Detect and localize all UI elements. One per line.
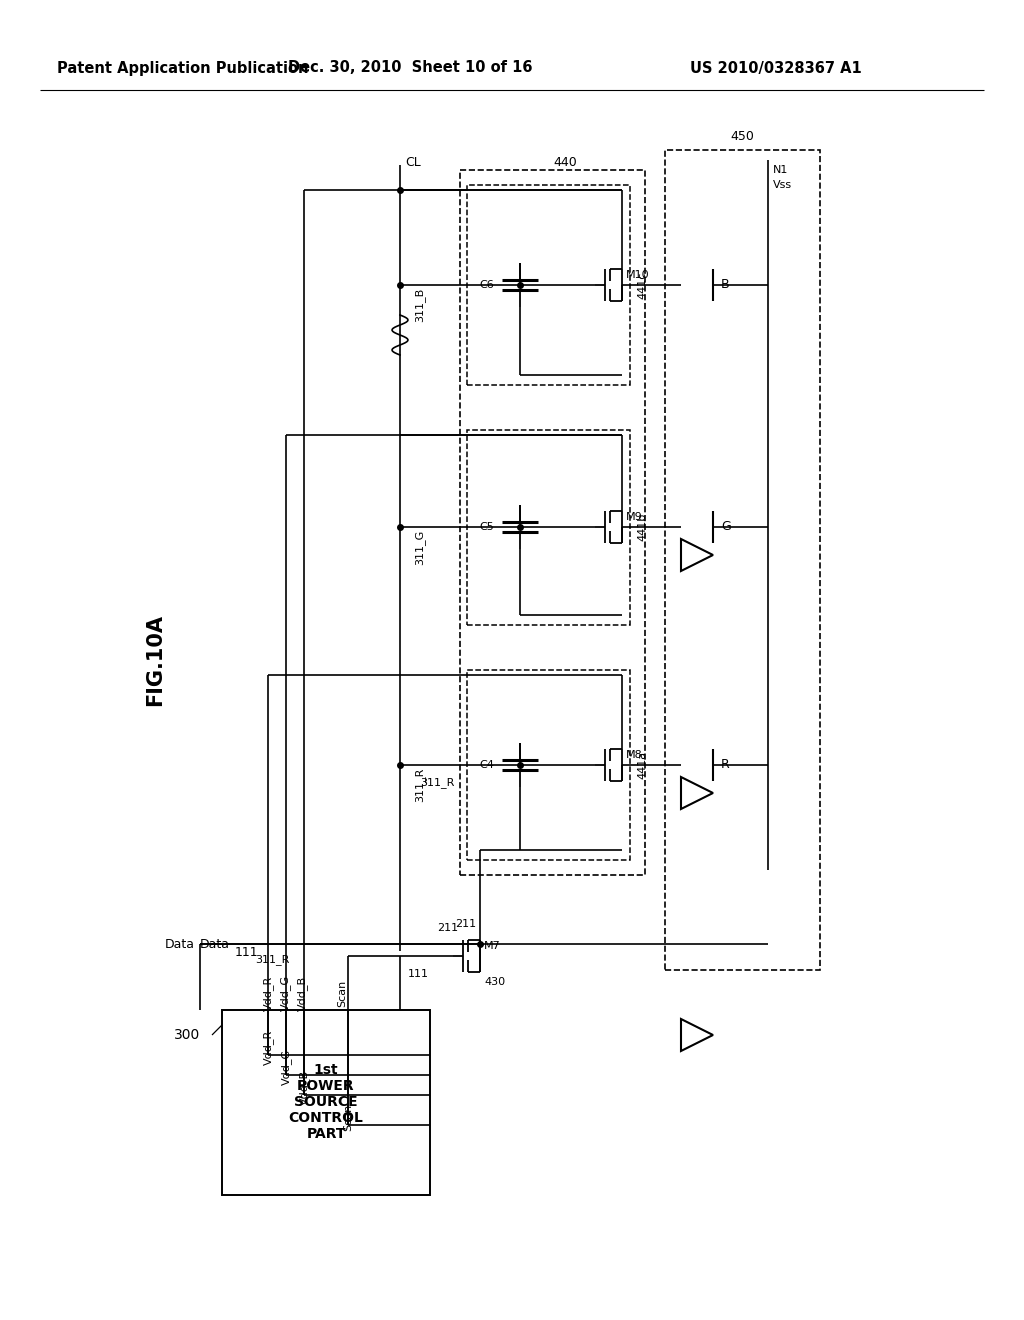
Text: 1st
POWER
SOURCE
CONTROL
PART: 1st POWER SOURCE CONTROL PART (289, 1063, 364, 1142)
Text: 441a: 441a (637, 751, 647, 779)
Text: M9: M9 (626, 512, 643, 521)
Bar (467, 671, 630, 861)
Text: 450: 450 (730, 131, 754, 144)
Text: 311_B: 311_B (415, 288, 425, 322)
Text: Scan: Scan (343, 1104, 353, 1131)
Text: 440: 440 (553, 157, 577, 169)
Text: Scan: Scan (337, 979, 347, 1007)
Text: C4: C4 (479, 760, 494, 770)
Text: Dec. 30, 2010  Sheet 10 of 16: Dec. 30, 2010 Sheet 10 of 16 (288, 61, 532, 75)
Text: 430: 430 (484, 977, 505, 987)
Text: Vdd_G: Vdd_G (281, 1049, 292, 1085)
Text: Data: Data (165, 937, 195, 950)
Bar (460, 170, 645, 875)
Text: 311_R: 311_R (415, 768, 425, 803)
Bar (467, 185, 630, 385)
Text: Vdd_B: Vdd_B (299, 1069, 309, 1105)
Text: M7: M7 (484, 941, 501, 950)
Text: Data: Data (200, 937, 230, 950)
Text: Vdd_R: Vdd_R (262, 1030, 273, 1065)
Text: G: G (721, 520, 731, 533)
Text: C5: C5 (479, 521, 494, 532)
Bar (467, 430, 630, 624)
Bar (222, 1010, 430, 1195)
Text: US 2010/0328367 A1: US 2010/0328367 A1 (690, 61, 862, 75)
Text: N1: N1 (773, 165, 788, 176)
Text: FIG.10A: FIG.10A (145, 614, 165, 706)
Text: 211: 211 (455, 919, 476, 929)
Text: 441b: 441b (637, 513, 647, 541)
Text: M8: M8 (626, 750, 643, 760)
Text: Vdd_B: Vdd_B (297, 975, 307, 1011)
Text: R: R (721, 759, 730, 771)
Text: 311_R: 311_R (255, 954, 290, 965)
Text: B: B (721, 279, 730, 292)
Bar (665, 150, 820, 970)
Text: Vdd_G: Vdd_G (280, 975, 291, 1011)
Text: 111: 111 (408, 969, 429, 979)
Text: 111: 111 (234, 946, 259, 960)
Text: 211: 211 (437, 923, 459, 933)
Text: C6: C6 (479, 280, 494, 290)
Text: CL: CL (406, 157, 421, 169)
Text: Vdd_R: Vdd_R (262, 975, 273, 1011)
Text: Vss: Vss (773, 180, 793, 190)
Text: 311_G: 311_G (415, 529, 425, 565)
Text: 311_R: 311_R (420, 777, 455, 788)
Text: M10: M10 (626, 271, 649, 280)
Text: Patent Application Publication: Patent Application Publication (57, 61, 308, 75)
Text: 441c: 441c (637, 272, 647, 298)
Text: 300: 300 (174, 1028, 200, 1041)
